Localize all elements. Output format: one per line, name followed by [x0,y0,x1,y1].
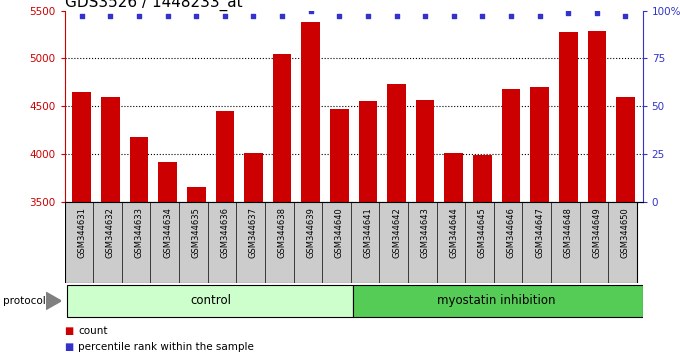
Point [505,13,516,19]
Point [334,13,345,19]
Text: GSM344650: GSM344650 [621,207,630,258]
Point [277,13,288,19]
Bar [588,31,606,354]
Bar [273,53,291,354]
Text: GSM344649: GSM344649 [592,207,601,258]
Bar [244,153,262,354]
Bar [216,111,234,354]
Text: GSM344637: GSM344637 [249,207,258,258]
Text: myostatin inhibition: myostatin inhibition [437,295,556,307]
Text: GSM344633: GSM344633 [135,207,143,258]
Bar [130,137,148,354]
Text: GSM344646: GSM344646 [507,207,515,258]
Text: percentile rank within the sample: percentile rank within the sample [78,342,254,352]
Text: control: control [190,295,231,307]
Bar [101,97,120,354]
Text: GSM344631: GSM344631 [78,207,86,258]
Text: GSM344643: GSM344643 [421,207,430,258]
Point [448,13,459,19]
Point [477,13,488,19]
Point [563,10,574,15]
Point [305,8,316,13]
Point [620,13,631,19]
Bar [301,22,320,354]
Bar [387,84,406,354]
Point [391,13,402,19]
Text: GSM344641: GSM344641 [363,207,373,258]
Bar [530,87,549,354]
Text: GDS3526 / 1448233_at: GDS3526 / 1448233_at [65,0,242,11]
Text: GSM344644: GSM344644 [449,207,458,258]
Text: protocol: protocol [3,296,46,306]
Text: GSM344642: GSM344642 [392,207,401,258]
Point [191,13,202,19]
Text: GSM344638: GSM344638 [277,207,286,258]
Bar [616,97,634,354]
Text: GSM344640: GSM344640 [335,207,344,258]
FancyBboxPatch shape [353,285,643,317]
Text: GSM344639: GSM344639 [306,207,315,258]
Polygon shape [46,292,61,309]
Point [105,13,116,19]
Bar [187,187,205,354]
Text: GSM344635: GSM344635 [192,207,201,258]
Bar [358,101,377,354]
Point [76,13,87,19]
Point [362,13,373,19]
Text: GSM344634: GSM344634 [163,207,172,258]
Bar [416,101,435,354]
Point [592,10,602,15]
Point [248,13,259,19]
Bar [473,155,492,354]
Text: GSM344648: GSM344648 [564,207,573,258]
Point [534,13,545,19]
Text: count: count [78,326,107,336]
Text: ■: ■ [65,326,74,336]
Text: GSM344647: GSM344647 [535,207,544,258]
Point [162,13,173,19]
Point [133,13,144,19]
Text: GSM344632: GSM344632 [106,207,115,258]
Bar [445,153,463,354]
Point [420,13,430,19]
Text: ■: ■ [65,342,74,352]
Bar [73,92,91,354]
Text: GSM344645: GSM344645 [478,207,487,258]
FancyBboxPatch shape [67,285,353,317]
Bar [158,162,177,354]
Bar [330,109,349,354]
Point [220,13,231,19]
Bar [502,89,520,354]
Text: GSM344636: GSM344636 [220,207,229,258]
Bar [559,32,577,354]
